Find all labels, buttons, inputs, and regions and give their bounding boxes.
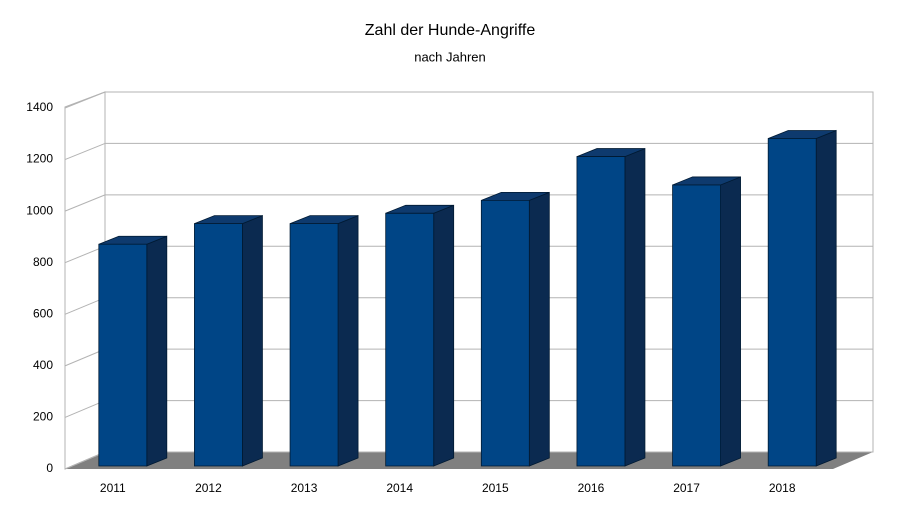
bar [289,215,359,467]
x-tick-label: 2016 [578,481,605,495]
x-tick-label: 2018 [769,481,796,495]
bar-front [385,212,435,467]
y-tick-label: 1000 [26,203,53,217]
bar-side [242,215,263,467]
x-tick-label: 2017 [673,481,700,495]
bar-side [337,215,359,467]
bar [480,191,550,467]
x-tick-label: 2012 [195,481,222,495]
bar-side [624,147,646,467]
bar-front [98,243,148,467]
bar-side [720,176,741,467]
x-tick-label: 2013 [291,481,318,495]
chart-title: Zahl der Hunde-Angriffe [365,22,536,39]
y-tick-label: 1400 [26,100,53,114]
floor [65,452,873,469]
grid-line [64,400,106,418]
bar-front [672,184,721,467]
bar-front [480,200,530,467]
bar [672,176,741,467]
x-tick-label: 2011 [100,481,126,495]
chart-subtitle: nach Jahren [414,49,486,64]
bar-front [767,138,817,467]
grid-line [64,91,106,109]
grid-line [64,348,106,367]
grid-line [64,194,106,212]
bar [194,215,263,467]
bar-front [289,223,339,467]
bar-front [194,223,243,467]
bar-side [528,191,550,467]
bar-side [815,129,837,467]
grid-line [64,142,106,161]
y-tick-label: 600 [33,306,53,320]
bar-front [576,156,626,467]
bar [767,129,837,467]
bar [98,235,168,467]
bar-side [433,204,455,467]
bar-side [146,235,168,467]
grid-line [64,245,106,264]
y-tick-label: 800 [33,255,53,269]
x-tick-label: 2015 [482,481,509,495]
y-tick-label: 1200 [26,152,53,166]
x-tick-label: 2014 [386,481,413,495]
y-tick-label: 0 [46,461,53,475]
grid-line [64,451,106,470]
grid-line [64,297,106,315]
bar [385,204,455,467]
y-tick-label: 200 [33,410,53,424]
y-tick-label: 400 [33,358,53,372]
bar [576,147,646,467]
